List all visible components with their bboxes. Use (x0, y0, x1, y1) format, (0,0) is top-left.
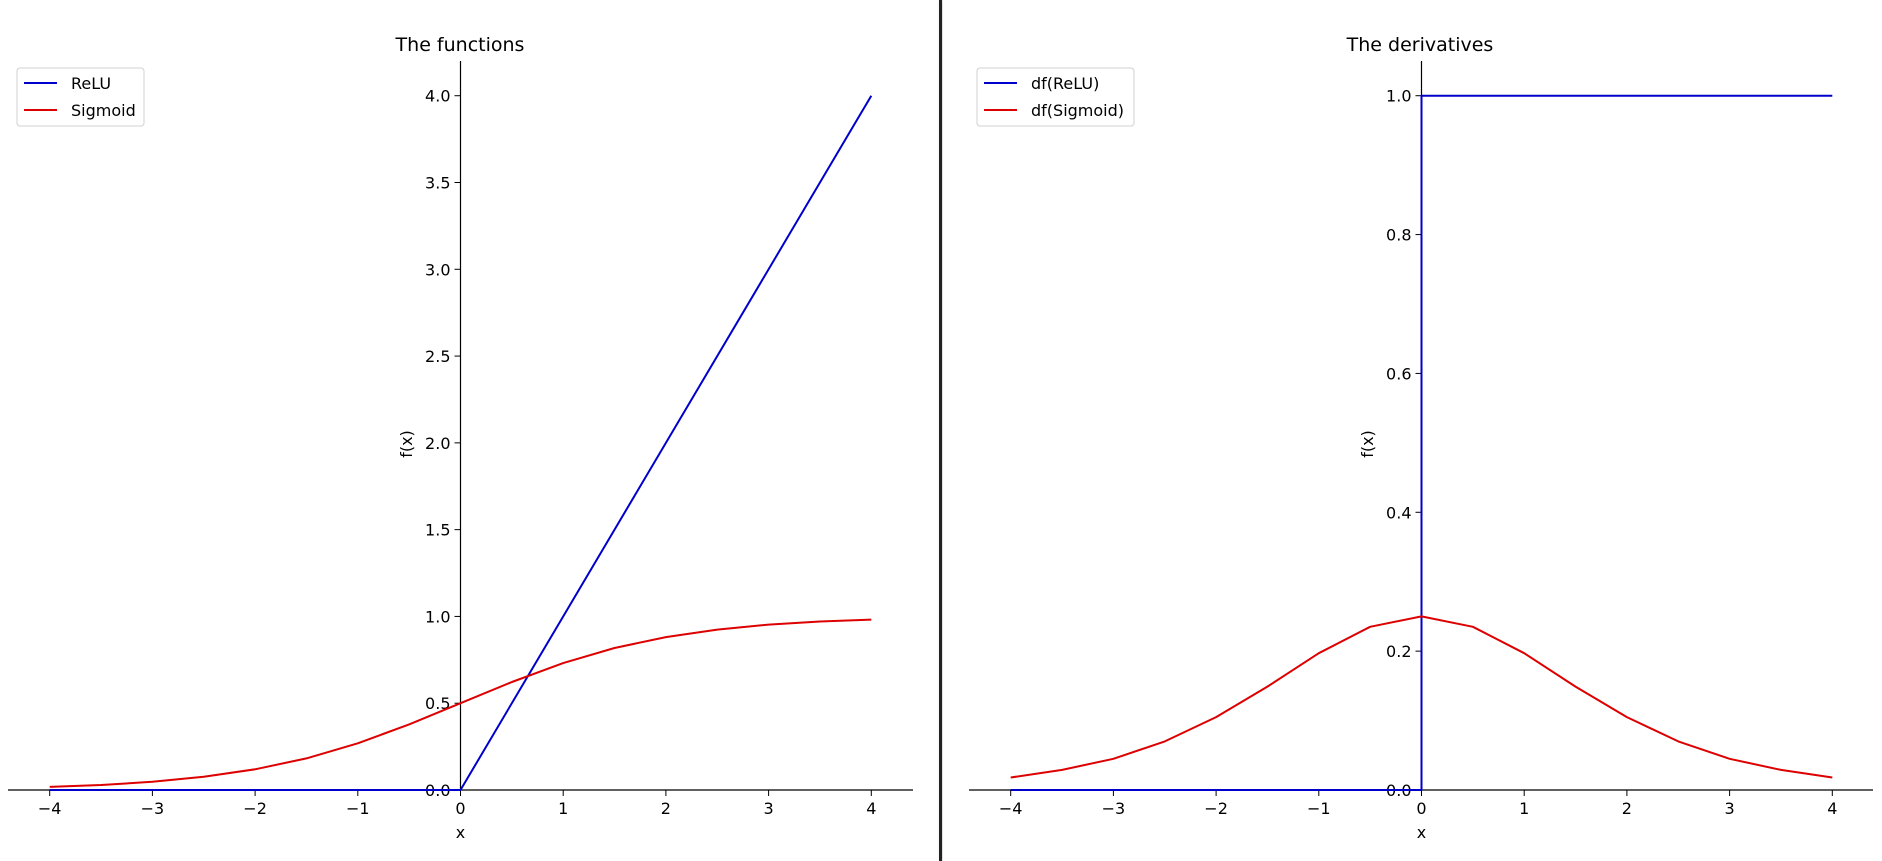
functions-chart-panel: The functions −4 −3 −2 −1 0 1 2 3 4 0.0 0.5 1.0 1.5 2.… (0, 0, 940, 861)
chart-title: The functions (395, 34, 525, 56)
series-line-1 (49, 95, 873, 791)
x-tick-label: 0 (1416, 799, 1426, 818)
x-tick-label: −4 (38, 799, 62, 818)
y-tick-label: 1.0 (1386, 87, 1411, 106)
legend-label: df(Sigmoid) (1031, 101, 1124, 120)
x-tick-label: 2 (1622, 799, 1632, 818)
x-tick-label: 4 (866, 799, 876, 818)
y-tick-label: 2.5 (425, 347, 450, 366)
x-tick-label: −3 (1102, 799, 1126, 818)
x-tick-label: 3 (764, 799, 774, 818)
y-tick-label: 0.8 (1386, 226, 1411, 245)
chart-title: The derivatives (1346, 34, 1494, 56)
x-tick-label: −2 (243, 799, 267, 818)
y-tick-label: 1.0 (425, 607, 450, 626)
series-line-2 (1010, 615, 1833, 779)
legend-label: df(ReLU) (1031, 74, 1099, 93)
y-axis-label: f(x) (1358, 430, 1377, 458)
y-tick-label: 2.0 (425, 434, 450, 453)
y-tick-label: 4.0 (425, 87, 450, 106)
derivatives-chart-panel: The derivatives −4 −3 −2 −1 0 1 2 3 4 0.0 0.2 0.4 0.6… (943, 0, 1882, 861)
x-tick-label: −3 (141, 799, 165, 818)
functions-chart: The functions−4 −3 −2 −1 0 1 2 3 40.00.51.01.52.… (8, 34, 913, 842)
series-line-1 (1010, 94, 1833, 791)
y-axis-label: f(x) (397, 430, 416, 458)
series-line-2 (49, 618, 872, 788)
x-tick-label: 3 (1725, 799, 1735, 818)
y-tick-label: 3.5 (425, 174, 450, 193)
y-tick-label: 0.5 (425, 694, 450, 713)
x-tick-label: 1 (558, 799, 568, 818)
x-tick-label: 1 (1519, 799, 1529, 818)
x-axis-label: x (1417, 823, 1426, 842)
panel-divider[interactable] (939, 0, 942, 861)
x-tick-label: −4 (999, 799, 1023, 818)
y-tick-label: 0.2 (1386, 642, 1411, 661)
x-tick-label: 0 (455, 799, 465, 818)
x-axis-label: x (456, 823, 465, 842)
x-tick-label: −1 (1307, 799, 1331, 818)
x-tick-label: −2 (1204, 799, 1228, 818)
y-tick-label: 0.4 (1386, 503, 1411, 522)
x-tick-label: 2 (661, 799, 671, 818)
y-tick-label: 1.5 (425, 521, 450, 540)
x-tick-label: −1 (346, 799, 370, 818)
legend-label: Sigmoid (71, 101, 136, 120)
legend-label: ReLU (71, 74, 111, 93)
x-tick-label: 4 (1827, 799, 1837, 818)
y-tick-label: 3.0 (425, 260, 450, 279)
derivatives-chart: The derivatives−4 −3 −2 −1 0 1 2 3 40.00.20.40.6… (969, 34, 1873, 842)
y-tick-label: 0.6 (1386, 364, 1411, 383)
